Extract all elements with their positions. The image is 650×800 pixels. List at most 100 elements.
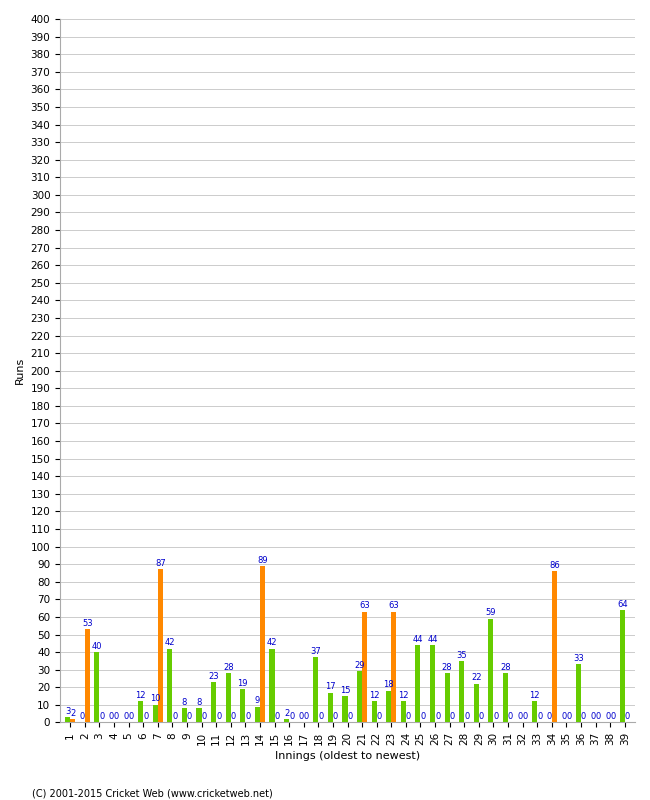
Text: 0: 0 xyxy=(245,712,250,721)
Bar xyxy=(313,658,318,722)
Text: 0: 0 xyxy=(231,712,236,721)
Bar xyxy=(474,684,479,722)
Bar xyxy=(158,570,163,722)
Text: 12: 12 xyxy=(529,691,540,700)
Text: 28: 28 xyxy=(442,663,452,672)
Text: 0: 0 xyxy=(625,712,630,721)
Text: 86: 86 xyxy=(549,561,560,570)
Text: 63: 63 xyxy=(389,602,399,610)
Text: 0: 0 xyxy=(581,712,586,721)
Text: 0: 0 xyxy=(450,712,455,721)
Bar xyxy=(343,696,348,722)
Bar xyxy=(386,691,391,722)
Text: 2: 2 xyxy=(70,709,75,718)
Text: 63: 63 xyxy=(359,602,370,610)
Text: 12: 12 xyxy=(135,691,146,700)
Text: 0: 0 xyxy=(124,712,129,721)
Bar xyxy=(430,645,435,722)
Text: 0: 0 xyxy=(547,712,552,721)
Text: 0: 0 xyxy=(348,712,353,721)
Bar xyxy=(372,702,377,722)
Text: 0: 0 xyxy=(464,712,469,721)
Text: 19: 19 xyxy=(237,678,248,688)
Text: 44: 44 xyxy=(413,634,423,644)
Text: 44: 44 xyxy=(427,634,437,644)
Bar xyxy=(328,693,333,722)
Text: 0: 0 xyxy=(318,712,324,721)
Text: 3: 3 xyxy=(65,706,70,716)
Text: 64: 64 xyxy=(617,599,627,609)
Bar xyxy=(459,661,464,722)
Bar xyxy=(94,652,99,722)
Bar xyxy=(270,649,274,722)
Y-axis label: Runs: Runs xyxy=(15,357,25,384)
Text: 53: 53 xyxy=(82,619,93,628)
Text: 9: 9 xyxy=(255,696,260,706)
Text: 10: 10 xyxy=(150,694,161,703)
Text: 0: 0 xyxy=(274,712,280,721)
Text: 42: 42 xyxy=(266,638,278,647)
Bar xyxy=(226,674,231,722)
Bar xyxy=(211,682,216,722)
Text: 0: 0 xyxy=(187,712,192,721)
Text: 0: 0 xyxy=(537,712,542,721)
Text: 0: 0 xyxy=(421,712,426,721)
Text: 0: 0 xyxy=(333,712,338,721)
Bar xyxy=(445,674,450,722)
Text: 28: 28 xyxy=(500,663,511,672)
Text: 0: 0 xyxy=(595,712,601,721)
Bar xyxy=(196,709,202,722)
Text: 12: 12 xyxy=(398,691,409,700)
Bar xyxy=(255,706,260,722)
Bar xyxy=(401,702,406,722)
Text: 0: 0 xyxy=(289,712,294,721)
Text: 28: 28 xyxy=(223,663,233,672)
Text: 59: 59 xyxy=(486,608,496,618)
Text: 33: 33 xyxy=(573,654,584,663)
Text: 0: 0 xyxy=(298,712,304,721)
Bar xyxy=(552,571,557,722)
Text: 0: 0 xyxy=(610,712,616,721)
Text: 0: 0 xyxy=(376,712,382,721)
Text: 40: 40 xyxy=(92,642,102,650)
X-axis label: Innings (oldest to newest): Innings (oldest to newest) xyxy=(275,751,420,761)
Text: 87: 87 xyxy=(155,559,166,568)
Text: 0: 0 xyxy=(304,712,309,721)
Text: 0: 0 xyxy=(479,712,484,721)
Text: 22: 22 xyxy=(471,674,482,682)
Bar xyxy=(182,709,187,722)
Bar xyxy=(488,618,493,722)
Bar xyxy=(240,689,245,722)
Text: 0: 0 xyxy=(129,712,134,721)
Text: 0: 0 xyxy=(493,712,499,721)
Text: 35: 35 xyxy=(456,650,467,659)
Text: 0: 0 xyxy=(99,712,105,721)
Text: 0: 0 xyxy=(80,712,85,721)
Text: 0: 0 xyxy=(435,712,440,721)
Text: 42: 42 xyxy=(164,638,175,647)
Text: 0: 0 xyxy=(406,712,411,721)
Text: (C) 2001-2015 Cricket Web (www.cricketweb.net): (C) 2001-2015 Cricket Web (www.cricketwe… xyxy=(32,788,273,798)
Bar xyxy=(357,671,362,722)
Text: 0: 0 xyxy=(561,712,567,721)
Bar xyxy=(284,719,289,722)
Text: 0: 0 xyxy=(202,712,207,721)
Bar xyxy=(167,649,172,722)
Bar xyxy=(415,645,421,722)
Text: 18: 18 xyxy=(384,681,394,690)
Text: 8: 8 xyxy=(182,698,187,707)
Bar xyxy=(260,566,265,722)
Text: 0: 0 xyxy=(216,712,222,721)
Bar xyxy=(619,610,625,722)
Bar xyxy=(153,705,158,722)
Text: 2: 2 xyxy=(284,709,289,718)
Bar xyxy=(65,717,70,722)
Bar xyxy=(138,702,143,722)
Text: 23: 23 xyxy=(208,672,219,681)
Text: 0: 0 xyxy=(590,712,595,721)
Text: 12: 12 xyxy=(369,691,380,700)
Text: 17: 17 xyxy=(325,682,335,691)
Text: 0: 0 xyxy=(114,712,119,721)
Bar xyxy=(70,719,75,722)
Text: 89: 89 xyxy=(257,555,268,565)
